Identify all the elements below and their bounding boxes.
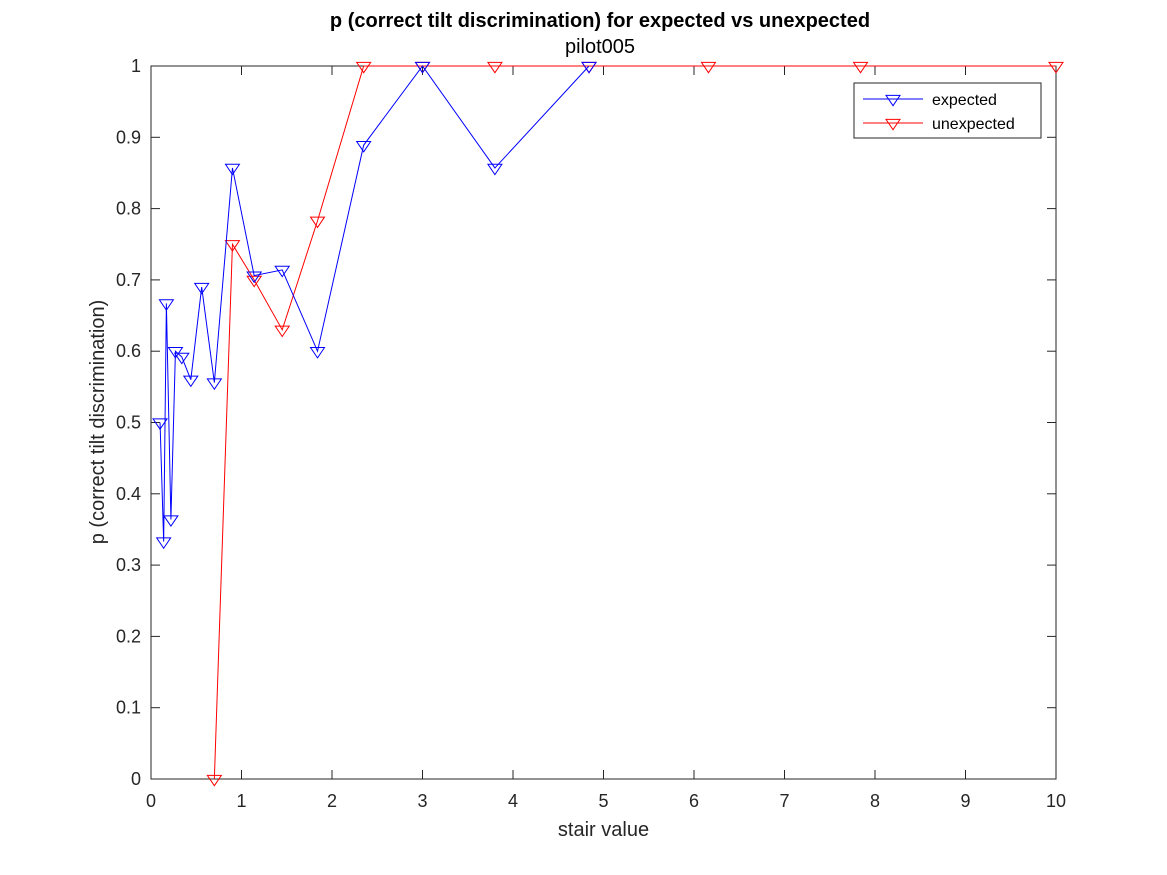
y-tick-label: 0.9 [116,127,141,147]
x-axis-label: stair value [558,819,649,841]
x-tick-label: 6 [689,791,699,811]
data-point-expected [162,515,179,528]
legend-marker-expected [885,94,901,107]
x-tick-label: 3 [417,791,427,811]
data-point-expected [246,271,263,284]
y-tick-label: 0.2 [116,626,141,646]
data-point-unexpected [206,774,223,787]
y-tick-label: 1 [131,56,141,76]
y-tick-label: 0 [131,769,141,789]
data-point-unexpected [1048,61,1064,74]
data-point-expected [486,163,503,176]
chart-title: p (correct tilt discrimination) for expe… [330,10,870,32]
data-point-unexpected [355,61,372,74]
y-tick-label: 0.1 [116,698,141,718]
x-tick-label: 9 [960,791,970,811]
y-axis-label: p (correct tilt discrimination) [87,300,109,545]
data-point-expected [155,537,172,550]
legend-box [853,82,1042,139]
x-tick-label: 10 [1046,791,1066,811]
y-tick-label: 0.6 [116,341,141,361]
data-point-expected [309,347,326,359]
data-point-expected [355,140,372,153]
x-tick-label: 4 [508,791,518,811]
data-point-unexpected [486,61,503,74]
data-point-expected [414,61,431,74]
chart-subtitle: pilot005 [565,36,635,58]
x-tick-label: 0 [146,791,156,811]
data-point-unexpected [700,61,717,74]
data-point-unexpected [852,61,869,74]
data-point-expected [167,347,184,359]
series-line-expected [159,65,590,542]
data-point-unexpected [309,216,326,229]
x-tick-label: 7 [779,791,789,811]
x-tick-label: 1 [236,791,246,811]
x-tick-label: 2 [327,791,337,811]
data-point-unexpected [224,240,241,252]
axes-box [150,65,1057,780]
legend-label-unexpected: unexpected [932,116,1015,133]
legend-marker-unexpected [885,118,901,131]
data-point-expected [581,61,597,74]
series-line-unexpected [213,65,1056,780]
y-tick-label: 0.3 [116,555,141,575]
data-point-expected [206,378,223,391]
data-point-expected [158,299,175,312]
data-point-expected [224,163,241,176]
data-point-expected [274,265,291,278]
data-point-unexpected [274,325,291,338]
data-point-expected [173,352,190,365]
y-tick-label: 0.4 [116,484,141,504]
y-tick-label: 0.5 [116,413,141,433]
data-point-expected [193,282,210,295]
data-point-expected [182,375,199,388]
data-point-expected [152,418,168,431]
plot-area: 0 1 2 3 4 5 6 7 8 9 10 0 0.1 0.2 0.3 0.4 0.5 0.6 0.7 0.8 0.9… [116,56,1066,811]
x-tick-label: 8 [870,791,880,811]
x-tick-label: 5 [598,791,608,811]
data-point-unexpected [246,275,263,288]
legend-label-expected: expected [932,92,997,109]
y-tick-label: 0.8 [116,199,141,219]
y-tick-label: 0.7 [116,270,141,290]
